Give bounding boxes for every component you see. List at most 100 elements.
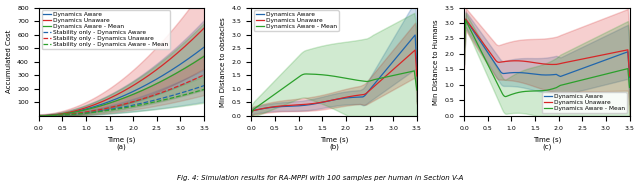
Y-axis label: Accumulated Cost: Accumulated Cost [6, 30, 12, 93]
Dynamics Aware - Mean [79, 109, 86, 111]
Dynamics Aware [42, 115, 49, 117]
Dynamics Aware - Mean [42, 115, 49, 117]
Dynamics Aware - Mean [462, 19, 470, 21]
Dynamics Aware - Mean [410, 70, 418, 72]
Stability only - Dynamics Unaware [45, 115, 52, 117]
Dynamics Unaware [35, 115, 42, 117]
Dynamics Aware - Mean [471, 37, 479, 40]
X-axis label: Time (s): Time (s) [320, 136, 348, 143]
Dynamics Unaware [292, 104, 300, 106]
Stability only - Dynamics Unaware [186, 80, 194, 82]
Dynamics Unaware [79, 108, 86, 110]
Dynamics Aware [626, 76, 634, 78]
Line: Dynamics Unaware: Dynamics Unaware [38, 28, 204, 116]
Dynamics Aware [248, 112, 255, 114]
Dynamics Aware [492, 63, 499, 66]
Dynamics Aware - Mean [45, 114, 52, 117]
Dynamics Aware [200, 46, 208, 48]
Stability only - Dynamics Aware [192, 87, 200, 89]
Dynamics Aware - Mean [200, 55, 208, 57]
Dynamics Unaware [404, 55, 412, 57]
Dynamics Unaware [413, 75, 420, 77]
Dynamics Unaware [492, 59, 499, 61]
Dynamics Aware - Mean [626, 86, 634, 89]
Dynamics Aware [186, 56, 194, 59]
Dynamics Aware - Mean [254, 105, 262, 107]
Dynamics Aware [192, 52, 200, 54]
Stability only - Dynamics Unaware [200, 74, 208, 76]
Text: (b): (b) [329, 143, 339, 150]
Dynamics Aware - Mean [292, 78, 300, 81]
Dynamics Aware [278, 106, 286, 108]
Dynamics Unaware [65, 111, 73, 113]
Dynamics Aware [505, 72, 513, 74]
Stability only - Dynamics Aware - Mean [79, 112, 86, 115]
Line: Dynamics Aware: Dynamics Aware [38, 47, 204, 116]
Dynamics Aware - Mean [492, 79, 499, 81]
Dynamics Unaware [254, 108, 262, 111]
Line: Dynamics Aware - Mean: Dynamics Aware - Mean [464, 20, 630, 97]
Line: Dynamics Aware: Dynamics Aware [252, 35, 417, 113]
Stability only - Dynamics Aware - Mean [35, 115, 42, 117]
Dynamics Aware [35, 115, 42, 117]
Dynamics Unaware [200, 27, 208, 29]
Dynamics Unaware [186, 41, 194, 43]
Dynamics Unaware [257, 108, 265, 110]
Stability only - Dynamics Aware [45, 115, 52, 117]
Dynamics Aware - Mean [65, 112, 73, 114]
Dynamics Unaware [505, 60, 513, 62]
Dynamics Aware - Mean [460, 56, 468, 58]
Dynamics Unaware [468, 26, 476, 28]
Dynamics Aware - Mean [619, 69, 627, 71]
Line: Dynamics Unaware: Dynamics Unaware [464, 19, 630, 76]
Dynamics Unaware [45, 114, 52, 117]
Stability only - Dynamics Aware - Mean [65, 113, 73, 116]
Text: (c): (c) [542, 143, 552, 150]
Dynamics Unaware [618, 50, 626, 52]
Dynamics Unaware [192, 35, 200, 37]
Dynamics Unaware [412, 49, 419, 51]
Dynamics Aware - Mean [278, 88, 286, 90]
Dynamics Aware [254, 108, 262, 111]
Dynamics Aware - Mean [257, 103, 265, 105]
Line: Stability only - Dynamics Aware: Stability only - Dynamics Aware [38, 86, 204, 116]
Dynamics Aware - Mean [413, 89, 420, 91]
Line: Stability only - Dynamics Aware - Mean: Stability only - Dynamics Aware - Mean [38, 89, 204, 116]
Dynamics Aware [412, 34, 419, 36]
Line: Dynamics Aware: Dynamics Aware [464, 19, 630, 77]
Dynamics Unaware [471, 31, 479, 33]
Dynamics Unaware [278, 105, 286, 107]
Dynamics Unaware [612, 51, 620, 53]
Stability only - Dynamics Aware [79, 112, 86, 114]
Dynamics Aware [468, 27, 476, 29]
Line: Dynamics Unaware: Dynamics Unaware [252, 50, 417, 113]
Y-axis label: Min Distance to obstacles: Min Distance to obstacles [220, 17, 226, 107]
Dynamics Unaware [462, 18, 470, 20]
Dynamics Aware - Mean [506, 94, 513, 96]
Dynamics Aware - Mean [468, 31, 476, 33]
Stability only - Dynamics Unaware [35, 115, 42, 117]
Dynamics Aware [404, 42, 412, 44]
Dynamics Aware [399, 49, 406, 51]
Dynamics Aware - Mean [399, 72, 406, 75]
Stability only - Dynamics Aware - Mean [192, 91, 200, 93]
Stability only - Dynamics Unaware [79, 111, 86, 114]
Dynamics Unaware [399, 60, 406, 62]
Dynamics Unaware [460, 56, 468, 58]
Stability only - Dynamics Unaware [192, 78, 200, 80]
Stability only - Dynamics Unaware [42, 115, 49, 117]
Stability only - Dynamics Aware - Mean [42, 115, 49, 117]
Dynamics Aware - Mean [192, 60, 200, 63]
Stability only - Dynamics Aware [200, 85, 208, 87]
Stability only - Dynamics Aware - Mean [45, 115, 52, 117]
Dynamics Aware [471, 32, 479, 34]
Stability only - Dynamics Aware - Mean [186, 92, 194, 94]
Dynamics Aware - Mean [502, 96, 509, 98]
Dynamics Aware - Mean [35, 115, 42, 117]
Dynamics Aware - Mean [248, 111, 255, 114]
Dynamics Aware [45, 114, 52, 117]
Dynamics Aware - Mean [404, 71, 412, 73]
Stability only - Dynamics Aware [35, 115, 42, 117]
Dynamics Aware [462, 18, 470, 20]
X-axis label: Time (s): Time (s) [107, 136, 136, 143]
